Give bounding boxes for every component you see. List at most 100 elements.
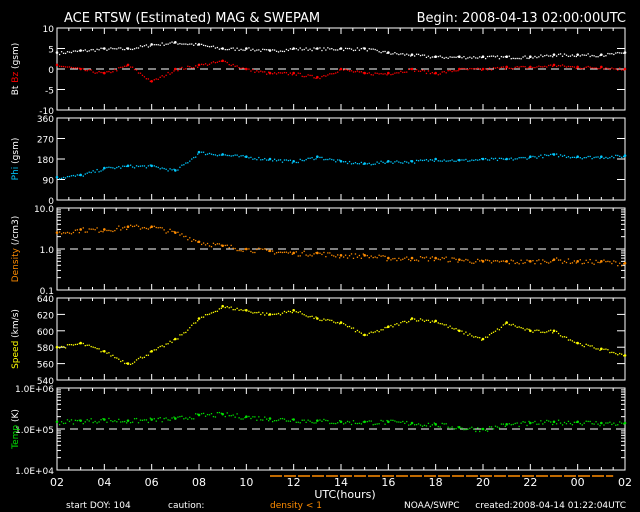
- data-sample: [429, 159, 432, 161]
- data-sample: [161, 421, 163, 423]
- data-sample: [423, 159, 426, 161]
- data-sample: [287, 159, 290, 162]
- data-sample: [546, 331, 548, 333]
- data-sample: [548, 64, 550, 67]
- data-sample: [451, 70, 453, 73]
- data-sample: [236, 249, 238, 252]
- data-point: [292, 71, 295, 75]
- data-sample: [271, 73, 274, 75]
- data-sample: [508, 55, 510, 57]
- data-sample: [323, 318, 325, 320]
- data-sample: [471, 68, 473, 70]
- data-sample: [90, 418, 92, 420]
- data-sample: [451, 257, 453, 259]
- data-sample: [609, 53, 611, 55]
- data-sample: [337, 422, 339, 424]
- data-sample: [234, 154, 236, 156]
- y-label-name: Density: [11, 245, 21, 282]
- data-sample: [473, 56, 475, 58]
- data-sample: [159, 44, 161, 46]
- data-sample: [339, 159, 341, 161]
- data-sample: [429, 321, 432, 324]
- data-sample: [206, 313, 209, 316]
- data-sample: [548, 420, 550, 422]
- data-sample: [189, 160, 191, 162]
- data-sample: [122, 227, 124, 229]
- data-sample: [84, 49, 86, 51]
- data-sample: [390, 259, 392, 261]
- data-sample: [484, 57, 487, 60]
- data-sample: [256, 159, 258, 161]
- data-sample: [305, 254, 307, 256]
- data-sample: [421, 54, 424, 56]
- data-sample: [386, 419, 388, 422]
- data-sample: [86, 70, 88, 72]
- data-sample: [514, 262, 516, 265]
- data-point: [292, 47, 295, 50]
- data-sample: [183, 68, 185, 70]
- data-sample: [218, 308, 221, 310]
- data-sample: [157, 166, 159, 169]
- data-sample: [331, 73, 333, 75]
- data-sample: [449, 260, 451, 263]
- data-sample: [597, 423, 599, 425]
- data-sample: [191, 158, 193, 160]
- data-sample: [390, 324, 392, 327]
- data-sample: [400, 259, 402, 261]
- data-sample: [467, 259, 469, 261]
- data-sample: [619, 352, 621, 355]
- data-sample: [289, 420, 292, 422]
- data-sample: [147, 78, 150, 80]
- data-sample: [344, 254, 347, 256]
- data-sample: [319, 47, 321, 49]
- data-sample: [550, 421, 552, 423]
- data-sample: [475, 261, 477, 263]
- data-sample: [443, 71, 445, 73]
- data-point: [268, 313, 272, 316]
- data-sample: [321, 156, 323, 159]
- x-tick-label: 08: [192, 476, 206, 489]
- data-sample: [301, 252, 303, 254]
- data-sample: [145, 167, 148, 169]
- data-point: [197, 240, 201, 244]
- data-sample: [356, 163, 359, 165]
- data-sample: [579, 67, 581, 70]
- data-sample: [258, 71, 260, 73]
- data-sample: [287, 73, 290, 76]
- data-sample: [449, 325, 451, 327]
- data-sample: [187, 65, 189, 67]
- data-sample: [500, 260, 503, 262]
- data-point: [600, 53, 603, 56]
- x-tick-label: 02: [618, 476, 632, 489]
- data-sample: [96, 347, 98, 350]
- data-sample: [118, 418, 120, 421]
- data-point: [79, 67, 82, 71]
- data-sample: [191, 240, 193, 242]
- data-sample: [585, 54, 587, 57]
- data-sample: [92, 71, 94, 73]
- data-sample: [147, 165, 150, 167]
- data-sample: [583, 345, 585, 348]
- data-sample: [212, 415, 215, 418]
- data-sample: [498, 58, 501, 60]
- data-sample: [289, 48, 292, 50]
- data-sample: [163, 417, 165, 420]
- data-sample: [502, 260, 505, 262]
- data-sample: [496, 328, 499, 330]
- data-sample: [301, 75, 303, 78]
- data-sample: [559, 422, 562, 424]
- data-sample: [268, 420, 270, 422]
- data-sample: [374, 48, 376, 51]
- data-sample: [258, 247, 260, 249]
- data-sample: [238, 66, 240, 69]
- data-point: [221, 153, 224, 156]
- data-sample: [78, 342, 80, 345]
- data-sample: [112, 354, 114, 357]
- data-sample: [202, 242, 205, 244]
- data-sample: [488, 55, 491, 58]
- data-sample: [392, 162, 394, 164]
- data-sample: [344, 422, 347, 424]
- data-sample: [609, 68, 611, 71]
- data-sample: [508, 323, 510, 326]
- data-sample: [275, 420, 278, 422]
